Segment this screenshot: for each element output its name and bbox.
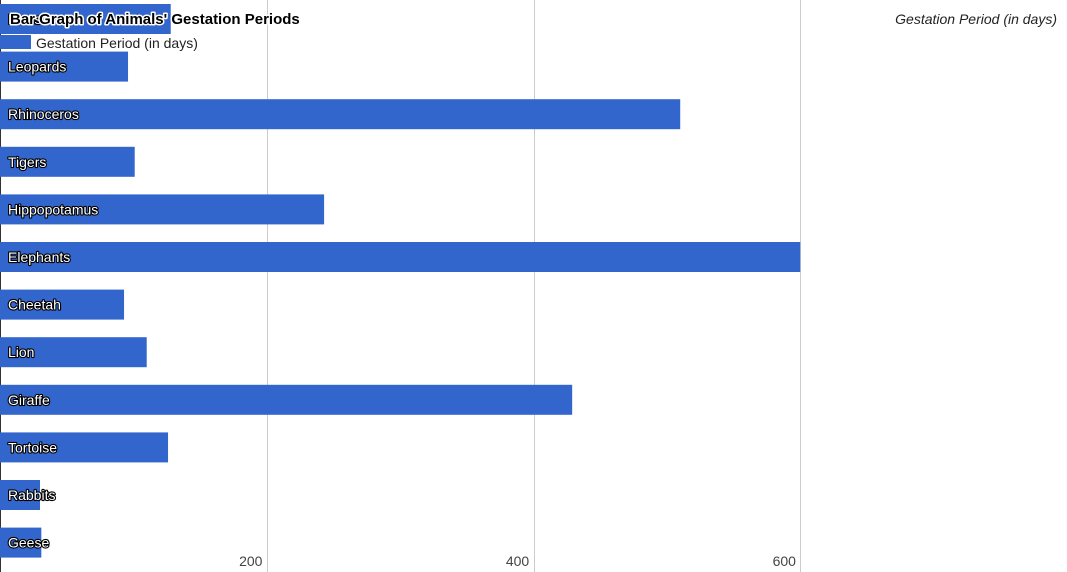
bar-1[interactable] bbox=[0, 51, 129, 82]
category-label-0: Lions bbox=[8, 11, 41, 27]
bar-2[interactable] bbox=[0, 99, 681, 130]
bars bbox=[0, 4, 801, 558]
category-label-11: Geese bbox=[8, 535, 49, 551]
x-tick-label-200: 200 bbox=[239, 553, 263, 569]
category-label-7: Lion bbox=[8, 344, 34, 360]
category-label-3: Tigers bbox=[8, 154, 46, 170]
x-tick-label-600: 600 bbox=[773, 553, 797, 569]
bar-8[interactable] bbox=[0, 384, 573, 415]
legend-label: Gestation Period (in days) bbox=[36, 35, 198, 51]
category-label-2: Rhinoceros bbox=[8, 106, 79, 122]
gridlines bbox=[0, 0, 801, 572]
category-label-9: Tortoise bbox=[8, 439, 57, 455]
bar-4[interactable] bbox=[0, 194, 325, 225]
legend: Gestation Period (in days) bbox=[0, 35, 198, 51]
bar-7[interactable] bbox=[0, 337, 147, 368]
x-tick-label-400: 400 bbox=[506, 553, 530, 569]
bar-11[interactable] bbox=[0, 527, 42, 558]
category-label-6: Cheetah bbox=[8, 297, 61, 313]
bar-6[interactable] bbox=[0, 289, 125, 320]
x-tick-labels: 200 400 600 bbox=[239, 553, 796, 569]
category-label-5: Elephants bbox=[8, 249, 70, 265]
legend-swatch bbox=[0, 35, 31, 49]
category-label-8: Giraffe bbox=[8, 392, 50, 408]
bar-10[interactable] bbox=[0, 480, 41, 510]
category-labels: Lions Leopards Rhinoceros Tigers Hippopotamu… bbox=[7, 10, 99, 552]
bar-3[interactable] bbox=[0, 146, 135, 177]
bar-5[interactable] bbox=[0, 242, 801, 272]
category-label-4: Hippopotamus bbox=[8, 201, 98, 217]
category-label-1: Leopards bbox=[8, 59, 66, 75]
bar-0[interactable] bbox=[0, 4, 171, 34]
chart-title: Bar Graph of Animals' Gestation Periods bbox=[10, 11, 300, 28]
bar-9[interactable] bbox=[0, 432, 169, 463]
x-axis-title: Gestation Period (in days) bbox=[895, 11, 1057, 27]
category-label-10: Rabbits bbox=[8, 487, 55, 503]
